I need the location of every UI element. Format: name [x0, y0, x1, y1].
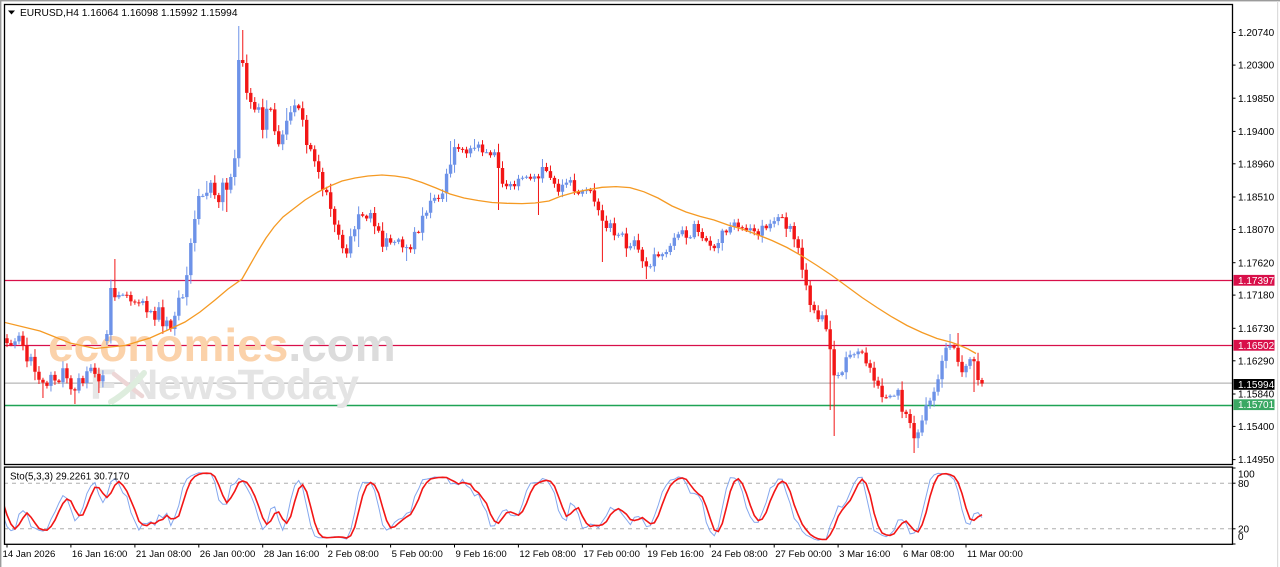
svg-text:1.17397: 1.17397: [1238, 276, 1275, 287]
svg-text:12 Feb 08:00: 12 Feb 08:00: [519, 549, 576, 560]
svg-text:19 Feb 16:00: 19 Feb 16:00: [647, 549, 704, 560]
svg-text:1.16730: 1.16730: [1238, 324, 1275, 335]
svg-text:0: 0: [1238, 532, 1244, 543]
svg-text:14 Jan 2026: 14 Jan 2026: [3, 549, 56, 560]
svg-text:1.15840: 1.15840: [1238, 390, 1275, 401]
svg-text:24 Feb 08:00: 24 Feb 08:00: [711, 549, 768, 560]
svg-text:2 Feb 08:00: 2 Feb 08:00: [328, 549, 379, 560]
svg-text:6 Mar 08:00: 6 Mar 08:00: [903, 549, 954, 560]
svg-text:1.17620: 1.17620: [1238, 258, 1275, 269]
svg-text:1.18070: 1.18070: [1238, 225, 1275, 236]
svg-text:1.16290: 1.16290: [1238, 356, 1275, 367]
svg-text:1.20740: 1.20740: [1238, 28, 1275, 39]
svg-text:21 Jan 08:00: 21 Jan 08:00: [136, 549, 191, 560]
svg-text:26 Jan 00:00: 26 Jan 00:00: [200, 549, 255, 560]
svg-text:1.15701: 1.15701: [1238, 400, 1275, 411]
svg-text:11 Mar 00:00: 11 Mar 00:00: [967, 549, 1023, 560]
svg-text:1.18960: 1.18960: [1238, 159, 1275, 170]
svg-text:1.17180: 1.17180: [1238, 291, 1275, 302]
svg-text:F NewsToday: F NewsToday: [90, 361, 359, 409]
svg-text:3 Mar 16:00: 3 Mar 16:00: [839, 549, 890, 560]
svg-text:economies.com: economies.com: [48, 319, 396, 371]
svg-text:16 Jan 16:00: 16 Jan 16:00: [72, 549, 127, 560]
svg-text:17 Feb 00:00: 17 Feb 00:00: [583, 549, 640, 560]
svg-text:1.16502: 1.16502: [1238, 341, 1275, 352]
svg-text:1.18510: 1.18510: [1238, 193, 1275, 204]
svg-text:EURUSD,H4 1.16064 1.16098 1.1: EURUSD,H4 1.16064 1.16098 1.15992 1.1599…: [20, 8, 238, 19]
svg-text:1.15994: 1.15994: [1238, 380, 1275, 391]
svg-text:28 Jan 16:00: 28 Jan 16:00: [264, 549, 319, 560]
svg-text:20: 20: [1238, 524, 1250, 535]
svg-text:1.15400: 1.15400: [1238, 422, 1275, 433]
svg-text:9 Feb 16:00: 9 Feb 16:00: [456, 549, 507, 560]
svg-text:80: 80: [1238, 479, 1250, 490]
svg-text:1.14950: 1.14950: [1238, 455, 1275, 466]
svg-text:1.19850: 1.19850: [1238, 94, 1275, 105]
svg-text:1.20300: 1.20300: [1238, 61, 1275, 72]
svg-text:1.19400: 1.19400: [1238, 127, 1275, 138]
svg-text:Sto(5,3,3) 29.2261 30.7170: Sto(5,3,3) 29.2261 30.7170: [10, 472, 130, 483]
svg-text:27 Feb 00:00: 27 Feb 00:00: [775, 549, 832, 560]
svg-text:5 Feb 00:00: 5 Feb 00:00: [392, 549, 443, 560]
svg-text:100: 100: [1238, 470, 1255, 481]
